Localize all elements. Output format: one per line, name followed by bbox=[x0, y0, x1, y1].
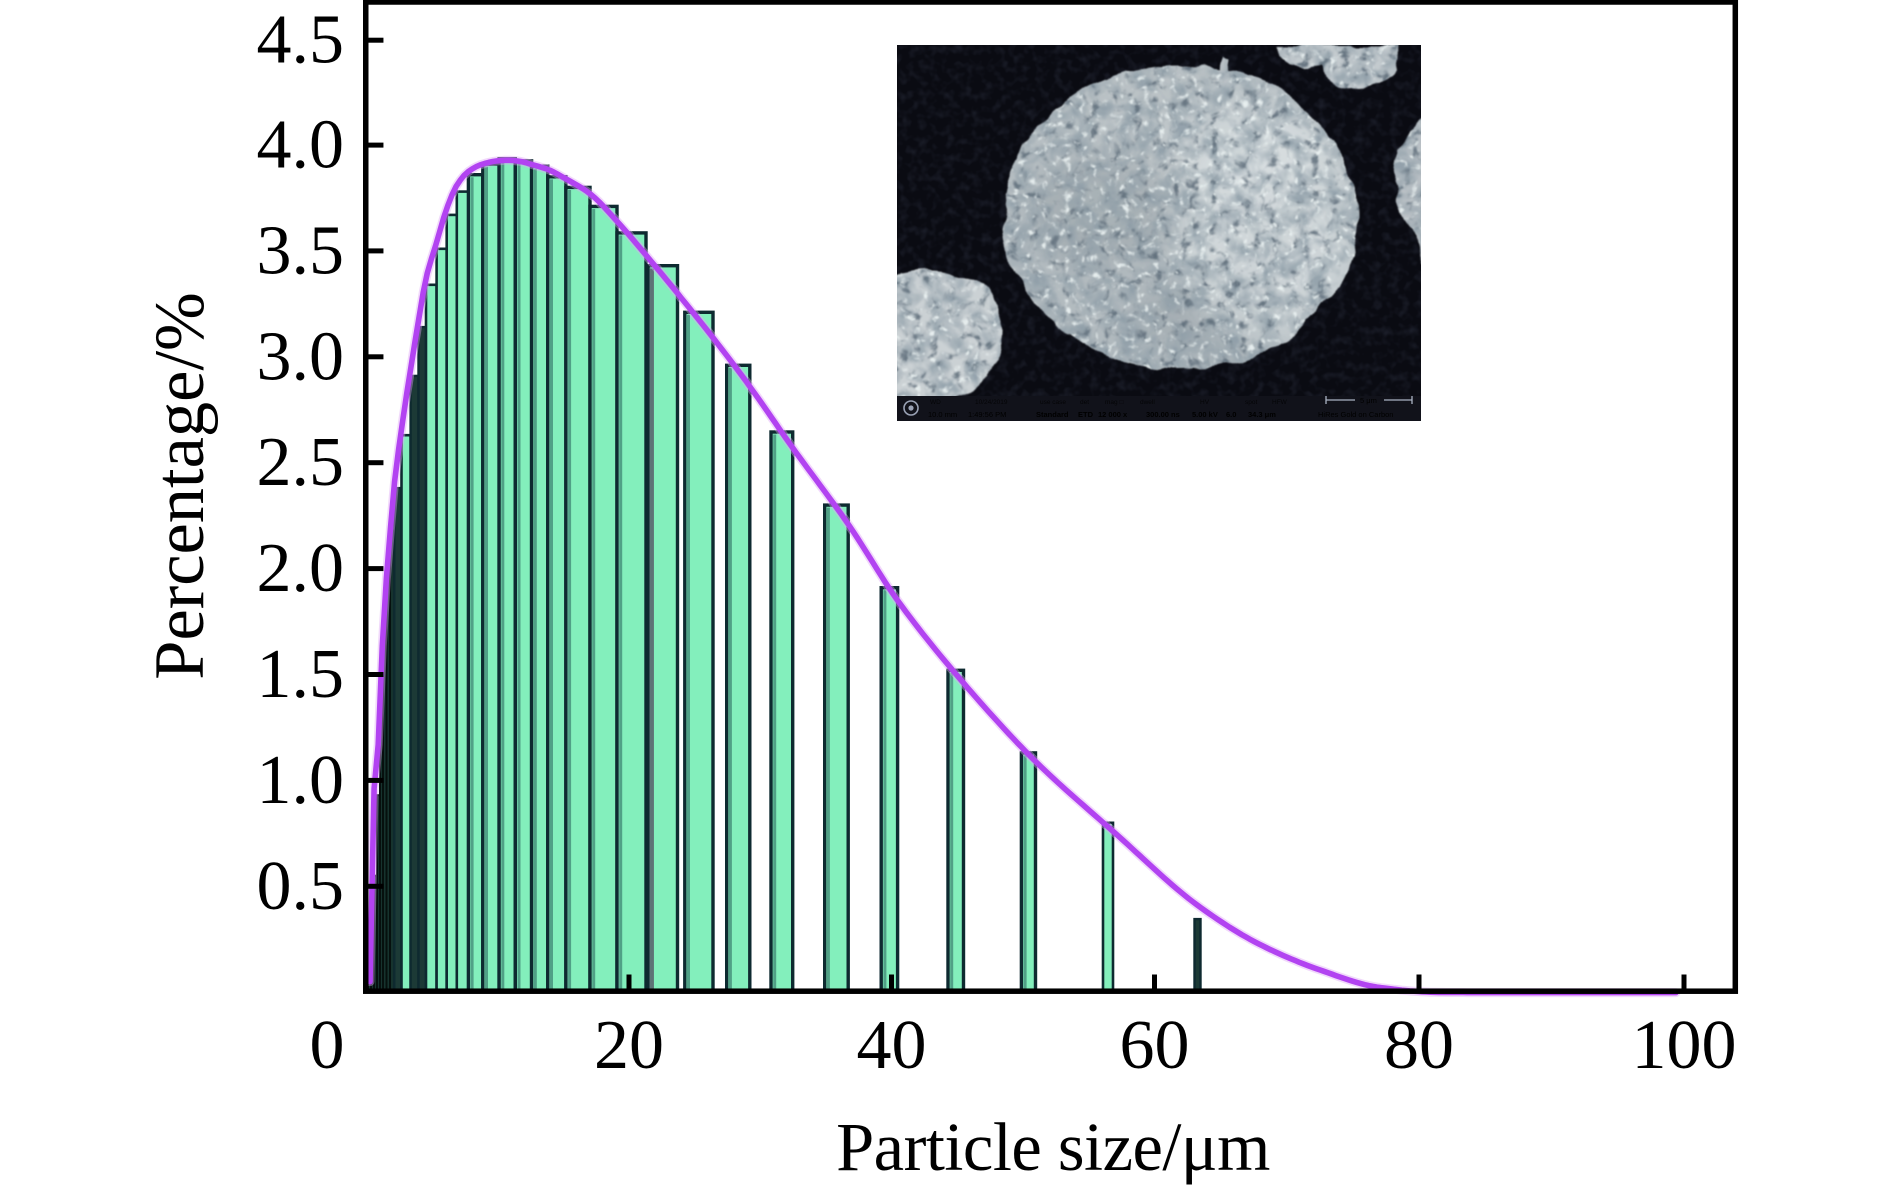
svg-text:60: 60 bbox=[1120, 1007, 1190, 1084]
svg-text:1:49:56 PM: 1:49:56 PM bbox=[968, 410, 1006, 419]
svg-text:10.0 mm: 10.0 mm bbox=[928, 410, 957, 419]
svg-text:20: 20 bbox=[594, 1007, 664, 1084]
svg-text:2.0: 2.0 bbox=[257, 530, 345, 607]
svg-text:WD: WD bbox=[930, 399, 941, 406]
svg-text:3.5: 3.5 bbox=[257, 212, 345, 289]
svg-text:mag □: mag □ bbox=[1105, 399, 1123, 406]
svg-text:det: det bbox=[1080, 399, 1089, 406]
svg-text:Standard: Standard bbox=[1036, 410, 1069, 419]
svg-text:use case: use case bbox=[1040, 399, 1066, 406]
svg-text:5 μm: 5 μm bbox=[1360, 396, 1377, 405]
svg-text:80: 80 bbox=[1384, 1007, 1454, 1084]
svg-text:12 000 x: 12 000 x bbox=[1098, 410, 1128, 419]
svg-text:4.5: 4.5 bbox=[257, 2, 345, 79]
svg-text:HiRes Gold on Carbon: HiRes Gold on Carbon bbox=[1318, 410, 1393, 419]
svg-text:ETD: ETD bbox=[1078, 410, 1094, 419]
svg-text:40: 40 bbox=[857, 1007, 927, 1084]
svg-text:100: 100 bbox=[1632, 1007, 1737, 1084]
svg-text:spot: spot bbox=[1245, 399, 1257, 406]
svg-text:4.0: 4.0 bbox=[257, 107, 345, 184]
svg-text:3.0: 3.0 bbox=[257, 318, 345, 395]
svg-text:Percentage/%: Percentage/% bbox=[141, 292, 219, 680]
svg-text:HFW: HFW bbox=[1272, 399, 1288, 406]
svg-text:1.5: 1.5 bbox=[257, 636, 345, 713]
svg-text:0: 0 bbox=[310, 1007, 345, 1084]
svg-text:34.3 μm: 34.3 μm bbox=[1248, 410, 1276, 419]
svg-text:0.5: 0.5 bbox=[257, 848, 345, 925]
svg-text:6.0: 6.0 bbox=[1226, 410, 1236, 419]
svg-text:dwell: dwell bbox=[1140, 399, 1155, 406]
svg-text:Particle size/μm: Particle size/μm bbox=[836, 1109, 1270, 1185]
svg-text:2.5: 2.5 bbox=[257, 424, 345, 501]
svg-text:300.00 ns: 300.00 ns bbox=[1146, 410, 1180, 419]
svg-text:HV: HV bbox=[1200, 399, 1210, 406]
svg-text:10/24/2019: 10/24/2019 bbox=[975, 399, 1008, 406]
svg-text:1.0: 1.0 bbox=[257, 742, 345, 819]
svg-text:5.00 kV: 5.00 kV bbox=[1192, 410, 1218, 419]
